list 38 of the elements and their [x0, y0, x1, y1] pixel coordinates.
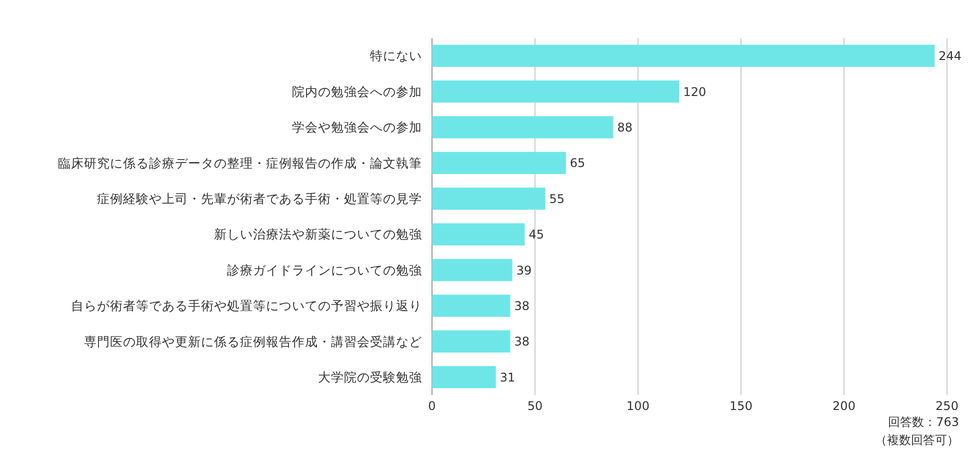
data-label: 244 [938, 49, 962, 64]
x-tick-label: 250 [936, 399, 958, 413]
data-label: 31 [500, 370, 516, 384]
x-tick-label: 50 [527, 399, 543, 413]
data-label: 38 [514, 298, 530, 313]
bar [432, 80, 680, 103]
bar [432, 44, 935, 67]
y-tick-label: 新しい治療法や新薬についての勉強 [214, 226, 422, 242]
text: （複数回答可） [875, 433, 959, 447]
bar [432, 258, 512, 282]
data-label: 88 [617, 120, 633, 134]
data-label: 120 [683, 84, 706, 99]
data-label: 65 [570, 156, 586, 170]
bar [432, 330, 510, 353]
x-tick-label: 200 [832, 399, 856, 413]
y-tick-label: 自らが術者等である手術や処置等についての予習や振り返り [71, 298, 422, 314]
y-tick-label: 大学院の受験勉強 [318, 370, 422, 385]
x-tick-label: 0 [428, 399, 436, 413]
y-tick-label: 症例経験や上司・先輩が術者である手術・処置等の見学 [97, 191, 422, 206]
y-tick-label: 学会や勉強会への参加 [292, 120, 422, 135]
text: 回答数：763 [888, 415, 959, 429]
bar [432, 116, 614, 138]
data-label: 55 [549, 192, 565, 206]
bar [432, 294, 510, 317]
y-tick-label: 臨床研究に係る診療データの整理・症例報告の作成・論文執筆 [58, 155, 422, 170]
y-tick-label: 特にない [370, 48, 422, 64]
y-tick-label: 専門医の取得や更新に係る症例報告作成・講習会受講など [84, 334, 422, 349]
bar [432, 366, 496, 388]
data-label: 39 [516, 263, 532, 278]
bar [432, 152, 566, 174]
bar [432, 188, 546, 210]
x-tick-label: 150 [730, 399, 752, 413]
bar [432, 223, 525, 246]
data-label: 38 [514, 334, 530, 349]
y-tick-label: 院内の勉強会への参加 [292, 84, 422, 99]
y-tick-label: 診療ガイドラインについての勉強 [227, 262, 422, 278]
x-tick-label: 100 [626, 399, 650, 413]
data-label: 45 [528, 228, 544, 242]
